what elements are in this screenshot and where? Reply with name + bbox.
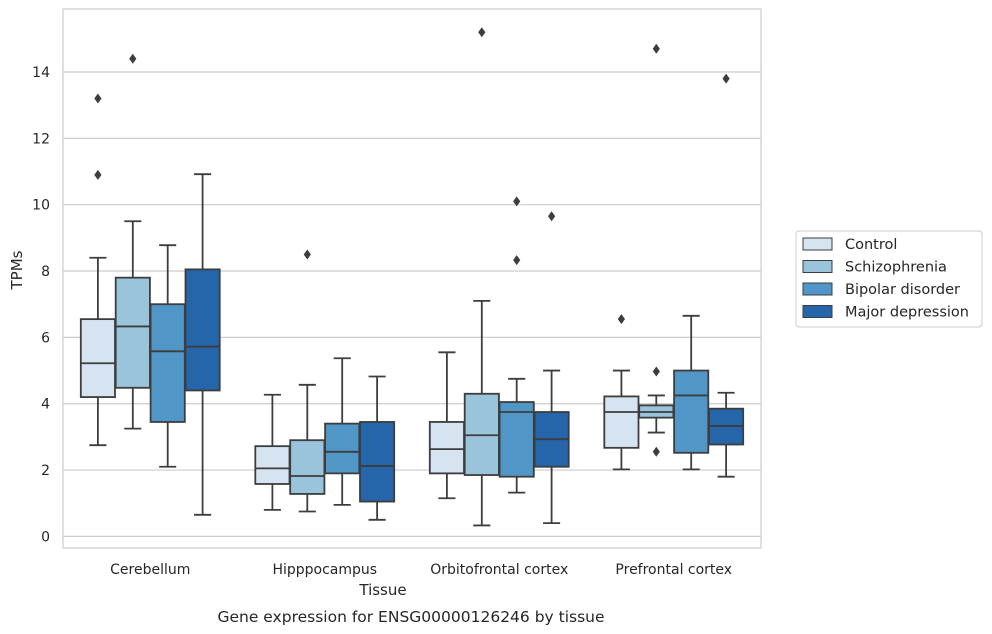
box-2-1: [463, 27, 500, 527]
outlier-point: [513, 255, 521, 266]
outlier-point: [652, 366, 660, 377]
x-tick-label-2: Orbitofrontal cortex: [430, 562, 568, 578]
y-tick-label-12: 12: [32, 131, 50, 147]
box-body: [673, 369, 710, 454]
legend-label-1: Schizophrenia: [845, 260, 947, 276]
box-1-2: [324, 357, 361, 506]
box-1-1: [289, 249, 326, 513]
box-3-3: [708, 73, 745, 478]
x-tick-labels: Cerebellum Hipppocampus Orbitofrontal cort…: [110, 562, 732, 578]
box-0-2: [149, 244, 186, 468]
box-body: [359, 421, 396, 503]
box-body: [184, 268, 221, 392]
x-tick-label-1: Hipppocampus: [272, 562, 377, 578]
box-1-3: [359, 375, 396, 521]
box-body: [324, 422, 361, 475]
outlier-point: [652, 446, 660, 457]
box-body: [289, 439, 326, 495]
x-tick-label-3: Prefrontal cortex: [615, 562, 732, 578]
box-2-0: [428, 351, 465, 500]
box-0-0: [79, 93, 116, 447]
y-axis-title: TPMs: [8, 250, 26, 290]
y-tick-labels: 0 2 4 6 8 10 12 14: [32, 65, 50, 545]
x-axis-title: Tissue: [358, 581, 406, 599]
x-tick-label-0: Cerebellum: [110, 562, 190, 578]
outlier-point: [478, 27, 486, 38]
box-0-3: [184, 173, 221, 516]
box-body: [428, 421, 465, 475]
outlier-point: [617, 314, 625, 325]
y-tick-label-14: 14: [32, 65, 50, 81]
y-tick-label-0: 0: [41, 529, 50, 545]
outlier-point: [548, 211, 556, 222]
legend: Control Schizophrenia Bipolar disorder Majo…: [795, 230, 983, 328]
legend-frame: [795, 230, 983, 328]
box-1-0: [254, 393, 291, 511]
box-body: [79, 318, 116, 398]
box-0-1: [114, 53, 151, 430]
y-tick-label-4: 4: [41, 397, 50, 413]
legend-label-2: Bipolar disorder: [845, 282, 960, 298]
outlier-point: [303, 249, 311, 260]
y-tick-label-6: 6: [41, 330, 50, 346]
box-groups: [79, 27, 745, 527]
legend-swatch-3: [802, 305, 833, 318]
box-body: [498, 401, 535, 478]
y-tick-label-2: 2: [41, 463, 50, 479]
legend-swatch-2: [802, 282, 833, 296]
y-tick-label-8: 8: [41, 264, 50, 280]
box-body: [254, 445, 291, 485]
box-2-2: [498, 196, 535, 494]
y-tick-label-10: 10: [32, 198, 50, 214]
outlier-point: [722, 73, 730, 84]
outlier-point: [94, 93, 102, 104]
box-3-2: [673, 314, 710, 471]
outlier-point: [652, 43, 660, 54]
legend-swatch-0: [802, 237, 833, 251]
chart-caption: Gene expression for ENSG00000126246 by t…: [217, 608, 604, 626]
legend-swatch-1: [802, 260, 833, 273]
box-body: [149, 303, 186, 423]
outlier-point: [129, 53, 137, 64]
box-3-1: [638, 43, 675, 457]
plot-area-frame: [62, 8, 762, 549]
box-body: [603, 395, 640, 449]
box-3-0: [603, 314, 640, 471]
outlier-point: [94, 169, 102, 180]
outlier-point: [513, 196, 521, 207]
legend-label-0: Control: [845, 237, 897, 253]
box-body: [114, 276, 151, 389]
box-2-3: [533, 211, 570, 525]
legend-label-3: Major depression: [845, 305, 969, 321]
